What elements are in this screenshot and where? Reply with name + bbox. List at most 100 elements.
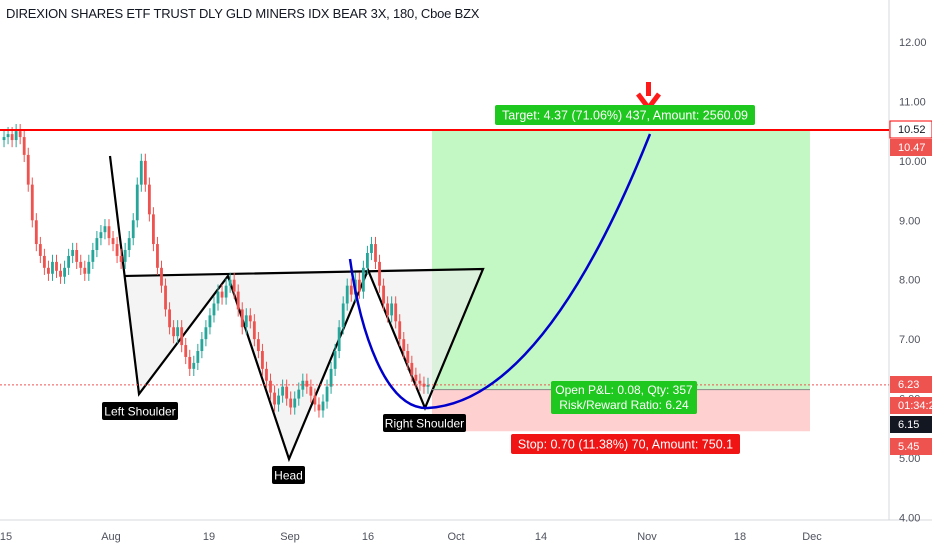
candle-body [71,249,75,256]
candle-body [147,184,151,215]
candle-body [160,267,163,286]
right-shoulder-label[interactable]: Right Shoulder [383,414,466,432]
candle-body [390,303,394,316]
candle-body [131,220,135,239]
candle-body [172,327,176,337]
candle-body [119,255,123,262]
left-shoulder-label[interactable]: Left Shoulder [102,402,178,420]
candle-body [366,252,369,268]
candle-body [228,279,232,286]
candle-body [305,380,309,387]
candle-body [329,368,333,387]
price-tick-label: 9.00 [899,215,920,227]
time-tick-label: 14 [535,531,547,543]
price-tick-label: 4.00 [899,512,920,524]
candle-body [386,303,390,316]
candle-body [301,380,305,390]
candle-body [115,244,119,256]
stop-label[interactable]: Stop: 0.70 (11.38%) 70, Amount: 750.1 [511,434,740,454]
price-badge [889,120,932,139]
candle-body [370,244,373,253]
candle-body [265,368,268,381]
time-tick-label: Aug [101,531,121,543]
candle-body [252,321,256,340]
candle-body [38,244,42,256]
candle-body [87,261,91,274]
price-tick-label: 5.00 [899,453,920,465]
candle-body [83,267,87,274]
target-label[interactable]: Target: 4.37 (71.06%) 437, Amount: 2560.… [495,105,755,125]
candle-body [313,395,317,405]
candle-body [79,261,83,268]
stop-label-text: Stop: 0.70 (11.38%) 70, Amount: 750.1 [518,438,733,452]
candle-body [357,279,361,292]
time-tick-label: 18 [734,531,746,543]
price-tick-label: 12.00 [899,37,927,49]
candle-body [6,134,10,138]
candle-body [422,383,426,387]
candle-body [10,134,14,141]
candle-body [297,389,301,399]
risk-reward-text: Risk/Reward Ratio: 6.24 [559,398,689,412]
target-label-text: Target: 4.37 (71.06%) 437, Amount: 2560.… [502,109,748,123]
candle-body [374,244,377,262]
time-tick-label: 16 [362,531,374,543]
target-zone[interactable] [432,129,810,390]
candle-body [67,255,71,268]
candle-body [196,351,200,363]
candle-body [30,184,34,221]
candle-body [273,392,276,405]
price-badge-text: 6.15 [898,419,919,431]
price-badge-text: 10.52 [898,124,926,136]
head-label[interactable]: Head [272,466,305,484]
candle-body [95,238,99,250]
candle-body [261,351,264,369]
candle-body [123,249,127,262]
candle-body [152,214,155,245]
candle-body [325,386,329,402]
candle-body [176,327,180,337]
position-info-label[interactable]: Open P&L: 0.08, Qty: 357 Risk/Reward Rat… [551,381,697,414]
candle-body [321,401,325,411]
candle-body [47,267,50,274]
time-tick-label: 15 [0,531,12,543]
price-badge [890,139,932,156]
price-badge [890,376,932,393]
head-and-shoulders-pattern-line[interactable] [108,155,485,463]
candle-body [103,226,107,233]
candle-body [208,315,212,328]
candle-body [184,345,188,357]
candle-body [204,327,208,340]
candle-body [281,386,285,396]
price-tick-label: 11.00 [899,96,926,108]
candle-body [333,351,337,369]
time-tick-label: Oct [447,531,464,543]
price-badge [890,416,932,433]
candle-body [256,339,260,352]
price-tick-label: 8.00 [899,275,920,287]
candle-body [55,261,58,271]
price-badge-text: 5.45 [898,441,919,453]
candle-body [285,386,289,399]
candle-body [200,339,204,352]
head-and-shoulders-pattern-area[interactable] [125,269,483,459]
right-shoulder-text: Right Shoulder [385,417,464,431]
candle-body [59,270,62,277]
candle-body [42,255,46,268]
candle-body [63,267,66,277]
candle-body [18,131,22,138]
candle-body [232,279,236,292]
candle-body [317,404,321,411]
candle-body [180,327,184,346]
candle-body [337,327,341,352]
projection-curve[interactable] [348,133,652,410]
candle-body [127,238,131,250]
candle-body [402,339,406,352]
candle-body [26,154,30,185]
candle-body [361,267,365,292]
candle-body [341,303,345,328]
candle-body [345,285,349,304]
time-axis[interactable]: 15 Aug 19 Sep 16 Oct 14 Nov 18 Dec [0,531,822,543]
